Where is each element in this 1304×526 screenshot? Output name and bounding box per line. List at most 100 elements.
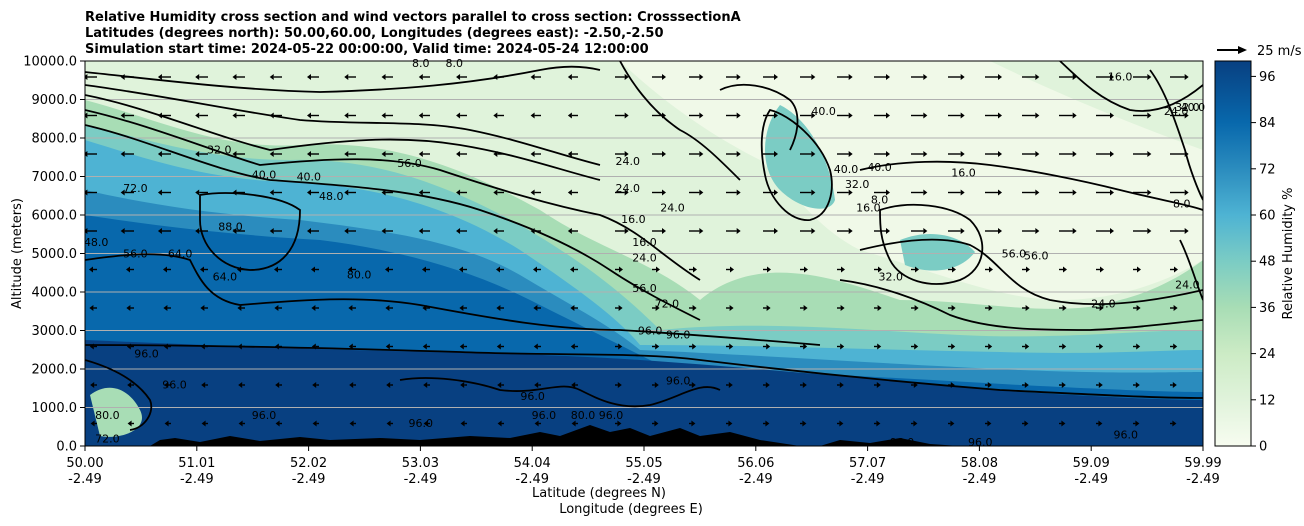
wind-vector-head — [126, 343, 131, 350]
y-axis-ticks: 0.0 1000.0 2000.0 3000.0 4000.0 5000.0 6000.0 7… — [23, 55, 85, 455]
wind-vector-head — [89, 343, 94, 350]
humidity-band-saturated — [85, 340, 1203, 446]
colorbar-tick-label: 72 — [1259, 162, 1276, 177]
colorbar-tick-label: 60 — [1259, 209, 1276, 224]
wind-vector-head — [736, 228, 741, 234]
wind-vector-head — [766, 305, 771, 311]
wind-vector-head — [1035, 74, 1040, 80]
wind-vector-head — [386, 420, 391, 427]
wind-vector-head — [840, 305, 845, 311]
wind-vector-head — [803, 305, 808, 311]
terrain-silhouette — [820, 438, 960, 446]
quiver-key-label: 25 m/s — [1257, 44, 1302, 59]
contour-line — [859, 238, 1203, 306]
contour-label: 24.0 — [1164, 105, 1189, 118]
wind-vector-head — [237, 305, 242, 311]
contour-label: 24.0 — [616, 155, 641, 168]
wind-vector-head — [456, 189, 461, 196]
wind-vector-head — [766, 343, 771, 350]
wind-vector-head — [385, 266, 389, 273]
wind-vector-head — [418, 189, 423, 196]
contour-label: 40.0 — [1181, 101, 1206, 114]
wind-vector-head — [1184, 112, 1189, 119]
wind-vector-head — [654, 382, 659, 388]
wind-vector-head — [456, 151, 461, 157]
wind-vector-head — [699, 74, 704, 80]
wind-vector-head — [662, 228, 666, 234]
contour-line — [85, 65, 601, 93]
wind-vector-head — [349, 420, 354, 427]
wind-vector-head — [923, 151, 928, 157]
wind-vector-head — [89, 305, 94, 311]
wind-vector-head — [312, 420, 317, 427]
contour-label: 96.0 — [666, 328, 691, 341]
wind-vector-head — [618, 305, 623, 311]
wind-vector-head — [987, 382, 992, 388]
colorbar-gradient — [1214, 60, 1252, 447]
wind-vector-head — [848, 228, 853, 234]
contour-label: 32.0 — [207, 144, 232, 157]
contour-label: 24.0 — [632, 251, 657, 264]
x-tick-label-longitude: -2.49 — [180, 472, 214, 487]
contour-label: 16.0 — [1108, 70, 1133, 83]
contour-label: 24.0 — [616, 182, 641, 195]
wind-vector-head — [385, 305, 390, 311]
wind-vector-head — [767, 266, 771, 273]
wind-vector-head — [624, 151, 629, 157]
wind-vector-head — [1072, 74, 1077, 80]
wind-vector-head — [89, 266, 93, 273]
wind-vector-head — [618, 343, 623, 350]
wind-vector-head — [269, 189, 274, 196]
wind-vector-head — [418, 112, 423, 119]
contour-line — [85, 94, 601, 181]
wind-vector-head — [85, 74, 88, 80]
contour-label: 72.0 — [655, 298, 680, 311]
contour-label: 96.0 — [408, 417, 433, 430]
wind-vector-head — [571, 382, 576, 388]
wind-vector-head — [307, 228, 311, 234]
x-tick-label-longitude: -2.49 — [739, 472, 773, 487]
wind-vector-head — [348, 343, 353, 350]
wind-vector-head — [624, 189, 629, 196]
wind-vector-head — [381, 228, 386, 234]
wind-vector-head — [736, 151, 741, 157]
contour-label: 8.0 — [446, 57, 464, 70]
contour-label: 96.0 — [599, 409, 624, 422]
wind-vector-head — [157, 189, 162, 196]
chart-title: Relative Humidity cross section and wind… — [85, 10, 741, 57]
contour-label: 32.0 — [845, 178, 870, 191]
wind-vector-head — [1110, 74, 1114, 80]
wind-vector-head — [1035, 189, 1040, 196]
quiver-key-arrowhead — [1238, 46, 1247, 54]
wind-vector-head — [765, 382, 770, 388]
wind-vector-head — [126, 266, 130, 273]
wind-vector-head — [811, 151, 816, 157]
wind-vector-head — [960, 151, 965, 157]
wind-vector-head — [530, 74, 535, 80]
wind-vector-head — [269, 151, 274, 157]
wind-vector-head — [617, 382, 622, 388]
wind-vector-head — [493, 74, 498, 80]
contour-label: 96.0 — [134, 348, 159, 361]
colorbar: 0 12 24 36 48 60 72 84 96 Relative Humidity % — [1214, 60, 1296, 455]
wind-vector-head — [274, 305, 279, 311]
wind-vector-head — [803, 343, 808, 350]
wind-vector-head — [736, 112, 741, 119]
wind-vector-head — [120, 228, 125, 234]
wind-vector-head — [654, 420, 659, 427]
wind-vector-head — [307, 151, 311, 157]
x-tick-label-latitude: 55.05 — [625, 456, 662, 471]
wind-vector-head — [1098, 382, 1103, 388]
plot-area — [85, 61, 1203, 446]
y-tick-label: 5000.0 — [32, 247, 78, 262]
wind-vector-head — [691, 420, 696, 427]
wind-vector-head — [195, 151, 200, 157]
wind-vector-head — [960, 112, 965, 119]
wind-vector-head — [459, 266, 463, 273]
wind-vector-head — [530, 228, 535, 234]
contour-label: 56.0 — [1002, 248, 1027, 261]
contour-label: 40.0 — [867, 161, 892, 174]
y-tick-label: 1000.0 — [32, 401, 78, 416]
wind-vector-head — [960, 74, 965, 80]
contour-label: 96.0 — [532, 409, 557, 422]
